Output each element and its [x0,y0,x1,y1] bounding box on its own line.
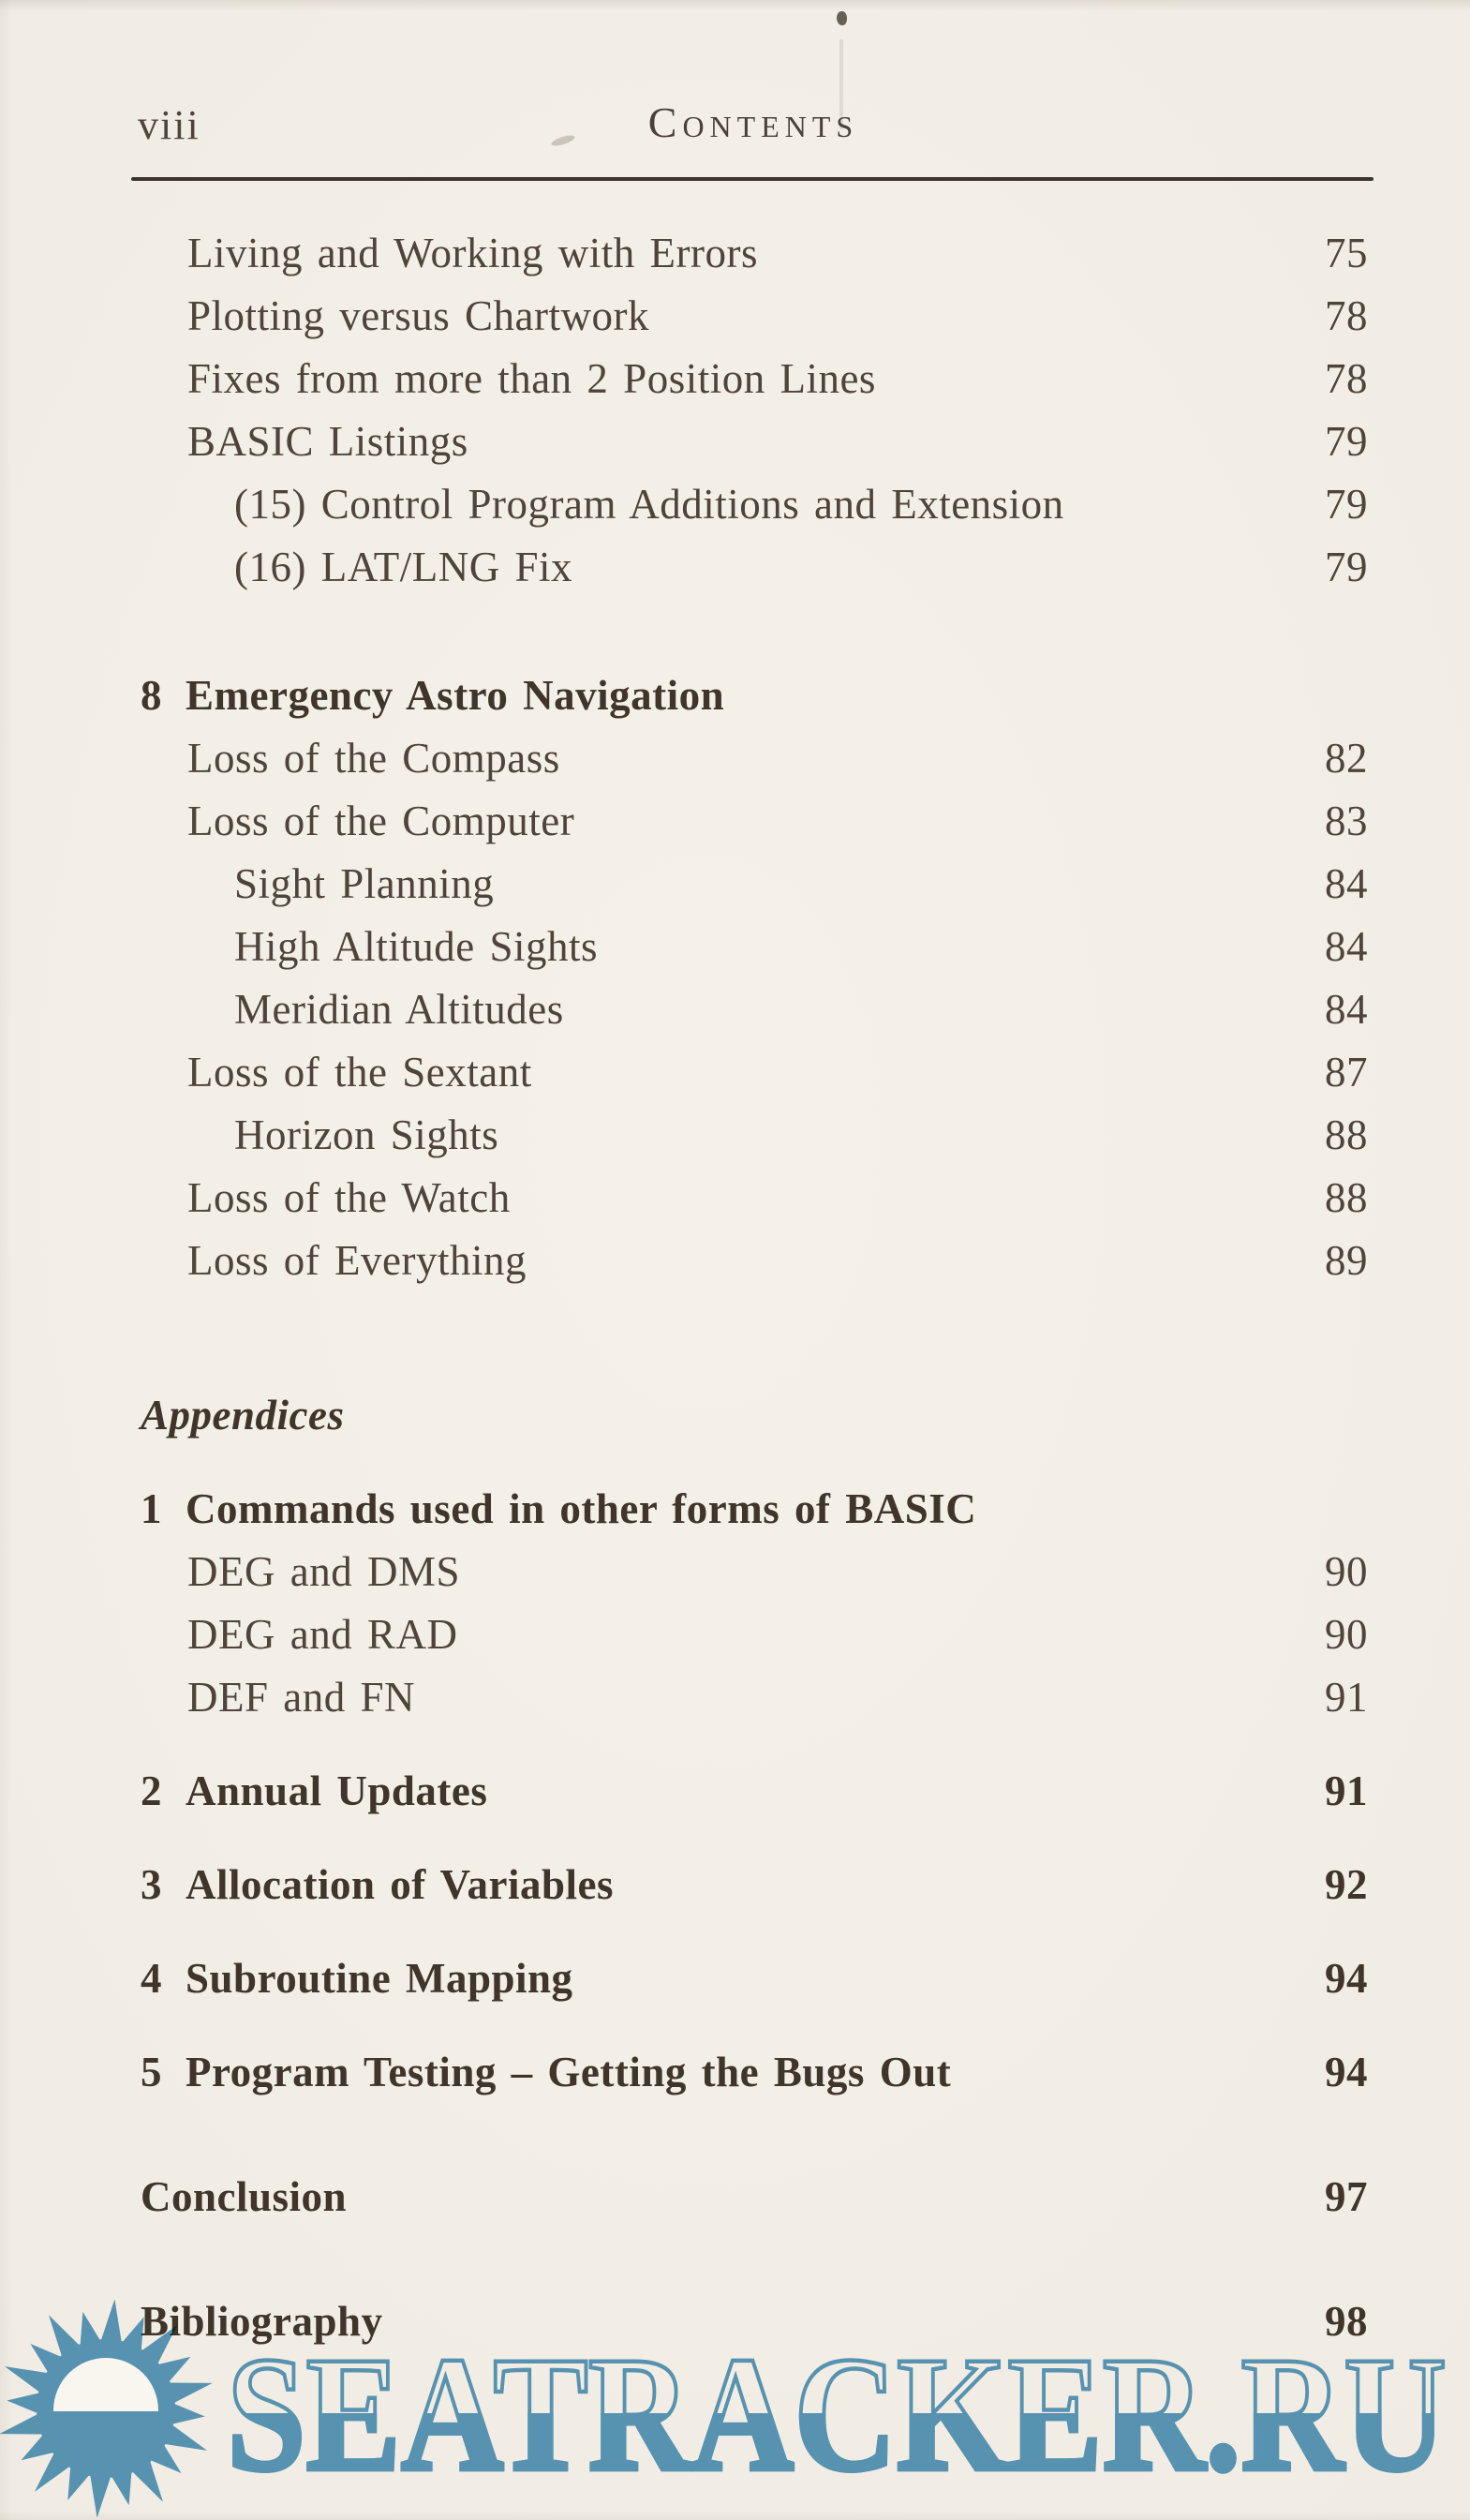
toc-entry-label: Horizon Sights [234,1111,499,1158]
toc-page-number: 78 [1325,291,1368,339]
toc-row: Loss of the Sextant 87 [141,1040,1368,1103]
toc-row: Conclusion 97 [141,2165,1368,2228]
toc-page-number: 97 [1325,2172,1368,2220]
toc-row: 8 Emergency Astro Navigation [141,664,1368,726]
toc-page-number: 82 [1325,734,1368,782]
toc-row: DEG and DMS 90 [141,1540,1368,1603]
toc-row: Sight Planning 84 [141,852,1368,915]
toc-page-number: 84 [1325,985,1368,1033]
toc-page-number: 94 [1325,1954,1368,2002]
toc-entry-label: Plotting versus Chartwork [187,291,649,339]
toc-page-number: 88 [1325,1111,1368,1158]
toc-row: 4 Subroutine Mapping 94 [141,1946,1368,2009]
toc-row: Plotting versus Chartwork 78 [141,284,1368,347]
toc-row: 1 Commands used in other forms of BASIC [141,1477,1368,1540]
toc-page-number: 91 [1325,1767,1368,1814]
toc-row: Horizon Sights 88 [141,1103,1368,1166]
scan-crease [839,39,843,129]
toc-row: 2 Annual Updates 91 [141,1759,1368,1822]
toc-row: Living and Working with Errors 75 [141,221,1368,284]
toc-entry-label: Appendices [141,1391,345,1439]
toc-row: DEG and RAD 90 [141,1603,1368,1665]
toc-entry-label: DEG and DMS [187,1547,460,1595]
toc-page-number: 79 [1325,543,1368,590]
page-header: viii Contents [137,97,1370,157]
running-head-title: Contents [647,98,859,146]
toc-entry-label: Loss of the Computer [187,797,575,844]
toc-page-number: 90 [1325,1547,1368,1595]
toc-entry-number: 3 [141,1860,162,1908]
toc-row: DEF and FN 91 [141,1665,1368,1728]
toc-entry-label: Meridian Altitudes [234,985,564,1033]
toc-page-number: 87 [1325,1048,1368,1096]
sun-dome-icon [53,2358,158,2411]
toc-entry-label: Living and Working with Errors [187,229,758,276]
toc-entry-number: 8 [141,671,162,719]
toc-entry-label: Subroutine Mapping [186,1954,573,2002]
sun-disc-icon [37,2339,175,2478]
toc-row: Loss of the Computer 83 [141,789,1368,852]
toc-row: Loss of the Compass 82 [141,726,1368,789]
toc-page-number: 79 [1325,417,1368,465]
toc-row: Loss of Everything 89 [141,1229,1368,1291]
toc-page-number: 91 [1325,1673,1368,1721]
toc-entry-label: Program Testing – Getting the Bugs Out [186,2048,952,2095]
toc-entry-label: Commands used in other forms of BASIC [186,1484,977,1532]
toc-entry-label: Loss of the Sextant [187,1048,532,1096]
toc-entry-label: Fixes from more than 2 Position Lines [187,354,876,402]
toc-page-number: 79 [1325,480,1368,528]
folio-page-number: viii [138,102,200,148]
toc-row: Meridian Altitudes 84 [141,977,1368,1040]
toc-page-number: 90 [1325,1610,1368,1658]
toc-entry-label: High Altitude Sights [234,922,599,970]
toc-entry-number: 4 [141,1954,162,2002]
toc-row: Loss of the Watch 88 [141,1166,1368,1229]
toc-row: (16) LAT/LNG Fix 79 [141,535,1368,598]
toc-entry-label: (16) LAT/LNG Fix [234,543,572,590]
toc-row: (15) Control Program Additions and Exten… [141,472,1368,535]
toc-entry-label: DEG and RAD [187,1610,458,1658]
toc-row: 5 Program Testing – Getting the Bugs Out… [141,2040,1368,2103]
toc-entry-number: 2 [141,1767,162,1814]
toc-page-number: 89 [1325,1236,1368,1284]
toc-entry-label: (15) Control Program Additions and Exten… [234,480,1064,528]
toc-entry-label: Conclusion [141,2172,348,2220]
toc-row: 3 Allocation of Variables 92 [141,1853,1368,1916]
header-rule [131,177,1373,181]
toc-page-number: 84 [1325,859,1368,907]
toc-entry-label: Bibliography [141,2297,383,2345]
toc-entry-label: Emergency Astro Navigation [186,671,725,719]
toc-entry-label: Sight Planning [234,859,495,907]
toc-page-number: 78 [1325,354,1368,402]
toc-entry-label: Loss of Everything [187,1236,527,1284]
toc-page-number: 83 [1325,797,1368,844]
table-of-contents: Living and Working with Errors 75 Plotti… [141,221,1368,2352]
toc-page-number: 98 [1325,2297,1368,2345]
toc-page-number: 92 [1325,1860,1368,1908]
toc-page-number: 75 [1325,229,1368,276]
toc-entry-label: Loss of the Compass [187,734,560,782]
toc-row: Fixes from more than 2 Position Lines 78 [141,347,1368,410]
toc-page-number: 88 [1325,1173,1368,1221]
toc-row: BASIC Listings 79 [141,410,1368,472]
toc-entry-label: Allocation of Variables [186,1860,615,1908]
toc-entry-label: Loss of the Watch [187,1173,511,1221]
toc-entry-number: 5 [141,2048,162,2095]
toc-entry-label: Annual Updates [186,1767,488,1814]
toc-entry-label: DEF and FN [187,1673,416,1721]
toc-page-number: 94 [1325,2048,1368,2095]
toc-entry-label: BASIC Listings [187,417,468,465]
toc-entry-number: 1 [141,1484,162,1532]
toc-row: Bibliography 98 [141,2289,1368,2352]
toc-page-number: 84 [1325,922,1368,970]
toc-row: Appendices [141,1383,1368,1446]
toc-row: High Altitude Sights 84 [141,915,1368,977]
scan-speck [837,11,847,25]
